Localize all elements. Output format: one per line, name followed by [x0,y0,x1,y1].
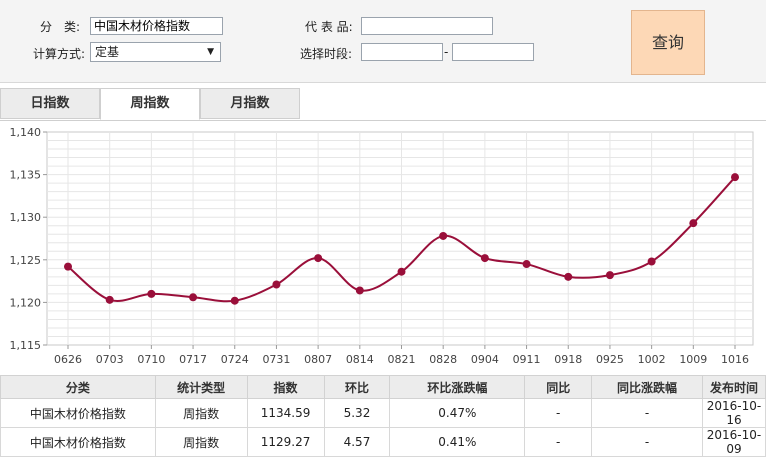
data-point [355,286,364,295]
x-tick-label: 0821 [388,353,416,366]
index-tabs: 日指数 周指数 月指数 [0,88,766,121]
header-yoy: 同比 [524,375,593,399]
x-tick-label: 0710 [137,353,165,366]
data-point [605,271,614,280]
cell-mom-pct: 0.47% [389,398,526,428]
period-label: 选择时段: [300,47,353,61]
x-tick-label: 1009 [679,353,707,366]
data-point [564,272,573,281]
tab-monthly-index[interactable]: 月指数 [200,88,300,119]
x-tick-label: 0925 [596,353,624,366]
data-point [480,254,489,263]
data-point [64,262,72,271]
cell-yoy: - [524,427,593,457]
header-category: 分类 [0,375,156,399]
y-tick-label: 1,115 [10,339,42,352]
cell-publish-date: 2016-10-16 [701,398,766,428]
cell-publish-date: 2016-10-09 [701,427,766,457]
data-point [731,173,739,182]
cell-mom-pct: 0.41% [389,427,526,457]
header-yoy-pct: 同比涨跌幅 [591,375,703,399]
tab-weekly-index[interactable]: 周指数 [100,88,200,120]
index-data-table: 分类 统计类型 指数 环比 环比涨跌幅 同比 同比涨跌幅 发布时间 中国木材价格… [0,375,766,457]
x-tick-label: 1002 [638,353,666,366]
x-tick-label: 0911 [513,353,541,366]
x-tick-label: 0807 [304,353,332,366]
cell-stat-type: 周指数 [154,427,248,457]
data-point [439,231,448,240]
category-input[interactable]: 中国木材价格指数 [90,17,223,35]
data-point [689,219,698,228]
header-index: 指数 [246,375,325,399]
category-label: 分 类: [40,20,81,34]
cell-mom: 5.32 [323,398,391,428]
period-separator: - [444,45,449,59]
x-tick-label: 0828 [429,353,457,366]
x-tick-label: 0703 [96,353,124,366]
header-mom-pct: 环比涨跌幅 [389,375,526,399]
plot-area [46,131,754,346]
x-tick-label: 0731 [262,353,290,366]
cell-stat-type: 周指数 [154,398,248,428]
cell-yoy: - [524,398,593,428]
header-publish-date: 发布时间 [701,375,766,399]
search-form: 分 类: 中国木材价格指数 计算方式: 定基 ▼ 代 表 品: 选择时段: - … [0,0,766,83]
data-point [230,296,239,305]
table-row: 中国木材价格指数 周指数 1134.59 5.32 0.47% - - 2016… [0,398,766,428]
cell-yoy-pct: - [591,398,703,428]
data-point [105,295,114,304]
table-header-row: 分类 统计类型 指数 环比 环比涨跌幅 同比 同比涨跌幅 发布时间 [0,375,766,399]
cell-category: 中国木材价格指数 [0,427,156,457]
y-tick-label: 1,140 [10,126,42,139]
calc-method-label: 计算方式: [33,47,86,61]
data-point [647,257,656,266]
representative-input[interactable] [361,17,493,35]
calc-method-select[interactable]: 定基 ▼ [90,42,221,62]
cell-index: 1129.27 [246,427,325,457]
period-start-input[interactable] [361,43,443,61]
x-tick-label: 0904 [471,353,499,366]
header-stat-type: 统计类型 [154,375,248,399]
y-tick-label: 1,130 [10,211,42,224]
x-tick-label: 0717 [179,353,207,366]
query-button[interactable]: 查询 [631,10,705,75]
x-tick-label: 0814 [346,353,374,366]
cell-index: 1134.59 [246,398,325,428]
data-point [397,267,406,276]
y-tick-label: 1,135 [10,169,42,182]
data-point [189,293,198,302]
data-point [147,289,156,298]
cell-yoy-pct: - [591,427,703,457]
x-tick-label: 1016 [721,353,749,366]
chevron-down-icon: ▼ [207,47,214,57]
y-tick-label: 1,120 [10,296,42,309]
data-point [522,260,531,269]
data-point [272,280,281,289]
representative-label: 代 表 品: [305,20,353,34]
calc-method-value: 定基 [95,45,120,59]
tab-daily-index[interactable]: 日指数 [0,88,100,119]
x-tick-label: 0626 [54,353,82,366]
cell-mom: 4.57 [323,427,391,457]
period-end-input[interactable] [452,43,534,61]
cell-category: 中国木材价格指数 [0,398,156,428]
x-tick-label: 0918 [554,353,582,366]
y-tick-label: 1,125 [10,254,42,267]
header-mom: 环比 [323,375,391,399]
table-row: 中国木材价格指数 周指数 1129.27 4.57 0.41% - - 2016… [0,427,766,457]
x-tick-label: 0724 [221,353,249,366]
data-point [314,254,323,263]
weekly-index-line-chart: 1,115 1,120 1,125 1,130 1,135 1,140 0626 0703 07… [10,126,754,366]
